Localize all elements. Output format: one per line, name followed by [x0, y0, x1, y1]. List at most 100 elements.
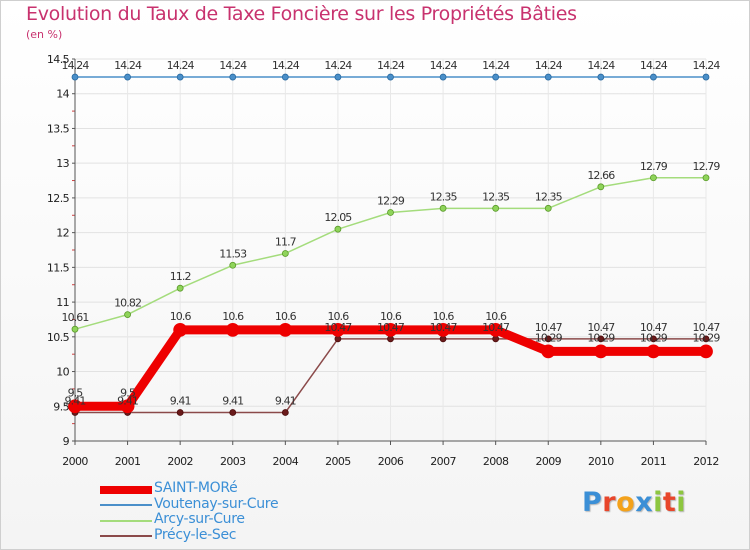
point-precy	[702, 335, 710, 343]
data-label-arcy: 11.7	[275, 235, 297, 248]
point-voutenay	[229, 73, 237, 81]
point-voutenay	[281, 73, 289, 81]
y-tick-label: 9	[63, 435, 70, 448]
legend-swatch	[100, 485, 152, 494]
data-label-saint-more: 9.5	[120, 386, 136, 399]
data-label-precy: 10.47	[324, 321, 352, 334]
data-label-arcy: 12.35	[430, 190, 458, 203]
y-tick-label: 14.5	[47, 53, 70, 66]
point-saint-more	[225, 322, 240, 337]
point-saint-more	[383, 322, 398, 337]
data-label-voutenay: 14.24	[693, 59, 721, 72]
legend-swatch	[100, 519, 152, 522]
data-label-saint-more: 10.6	[433, 310, 455, 323]
axes	[72, 58, 707, 445]
series-points	[68, 73, 713, 416]
x-tick-label: 2008	[483, 455, 509, 468]
point-arcy	[229, 261, 237, 269]
point-voutenay	[71, 73, 79, 81]
y-tick-label: 11.5	[47, 261, 70, 274]
x-tick-label: 2011	[641, 455, 667, 468]
data-label-arcy: 12.35	[535, 190, 563, 203]
data-label-precy: 10.47	[430, 321, 458, 334]
point-arcy	[176, 284, 184, 292]
point-arcy	[544, 204, 552, 212]
point-voutenay	[650, 73, 657, 81]
point-precy	[176, 409, 184, 416]
point-saint-more	[541, 344, 556, 359]
legend-label: SAINT-MORé	[154, 480, 238, 496]
data-label-voutenay: 14.24	[377, 59, 405, 72]
y-tick-label: 12.5	[47, 192, 70, 205]
data-label-precy: 9.41	[170, 395, 191, 408]
point-voutenay	[176, 73, 184, 81]
point-arcy	[334, 225, 342, 233]
point-saint-more	[68, 399, 82, 414]
y-tick-label: 10	[56, 366, 69, 379]
grid-lines	[74, 58, 707, 442]
data-label-voutenay: 14.24	[640, 59, 668, 72]
unit-label: (en %)	[26, 28, 63, 41]
data-label-precy: 10.47	[482, 321, 510, 334]
data-label-saint-more: 10.29	[535, 331, 563, 344]
data-label-arcy: 10.82	[114, 297, 141, 310]
data-label-arcy: 12.66	[587, 169, 615, 182]
legend-label: Arcy-sur-Cure	[154, 511, 245, 527]
y-tick-label: 14	[56, 88, 69, 101]
data-label-arcy: 12.05	[324, 211, 352, 224]
point-precy	[439, 335, 447, 343]
data-label-voutenay: 14.24	[62, 59, 90, 72]
y-tick-label: 13	[56, 157, 69, 170]
point-precy	[229, 409, 237, 416]
data-label-precy: 10.47	[640, 321, 668, 334]
data-label-precy: 9.41	[65, 395, 86, 408]
legend-label: Voutenay-sur-Cure	[154, 495, 279, 512]
point-arcy	[387, 209, 394, 216]
data-label-arcy: 12.35	[482, 190, 510, 203]
point-precy	[281, 409, 289, 416]
data-label-voutenay: 14.24	[587, 59, 615, 72]
data-label-saint-more: 10.6	[327, 310, 349, 323]
data-label-arcy: 12.79	[693, 160, 721, 173]
data-label-arcy: 12.79	[640, 160, 668, 173]
y-tick-label: 12	[56, 227, 69, 240]
data-label-voutenay: 14.24	[219, 59, 247, 72]
x-tick-label: 2001	[115, 455, 141, 468]
point-saint-more	[120, 399, 135, 414]
legend-swatch	[100, 535, 152, 537]
data-label-saint-more: 9.5	[68, 386, 84, 399]
data-label-arcy: 12.29	[377, 194, 405, 207]
data-label-voutenay: 14.24	[272, 59, 300, 72]
data-labels: 14.24 14.24 14.24 14.24 14.24 14.24 14.24 14.24…	[62, 59, 722, 408]
logo-letter: t	[662, 487, 677, 518]
point-saint-more	[646, 344, 661, 359]
point-arcy	[597, 183, 605, 191]
data-label-voutenay: 14.24	[114, 59, 142, 72]
point-precy	[387, 335, 394, 343]
data-label-arcy: 10.61	[62, 311, 89, 324]
x-tick-label: 2003	[220, 455, 246, 468]
point-voutenay	[544, 73, 552, 81]
data-label-precy: 10.47	[535, 321, 563, 334]
logo-letter: i	[653, 487, 663, 518]
data-label-voutenay: 14.24	[167, 59, 195, 72]
point-precy	[650, 335, 657, 343]
data-label-saint-more: 10.6	[380, 310, 402, 323]
data-label-precy: 10.47	[693, 321, 721, 334]
legend-label: Précy-le-Sec	[154, 526, 237, 543]
data-label-precy: 9.41	[117, 395, 138, 408]
point-saint-more	[593, 344, 608, 359]
x-tick-label: 2009	[535, 455, 561, 468]
x-tick-label: 2004	[273, 455, 299, 468]
data-label-precy: 10.47	[587, 321, 615, 334]
data-label-saint-more: 10.29	[587, 331, 615, 344]
point-arcy	[650, 174, 657, 182]
logo-letter: r	[602, 487, 617, 518]
y-tick-label: 13.5	[47, 122, 70, 135]
data-label-precy: 9.41	[275, 395, 296, 408]
point-voutenay	[387, 73, 394, 81]
point-arcy	[492, 204, 500, 212]
data-label-saint-more: 10.6	[275, 310, 297, 323]
data-label-voutenay: 14.24	[430, 59, 458, 72]
point-precy	[334, 335, 342, 343]
